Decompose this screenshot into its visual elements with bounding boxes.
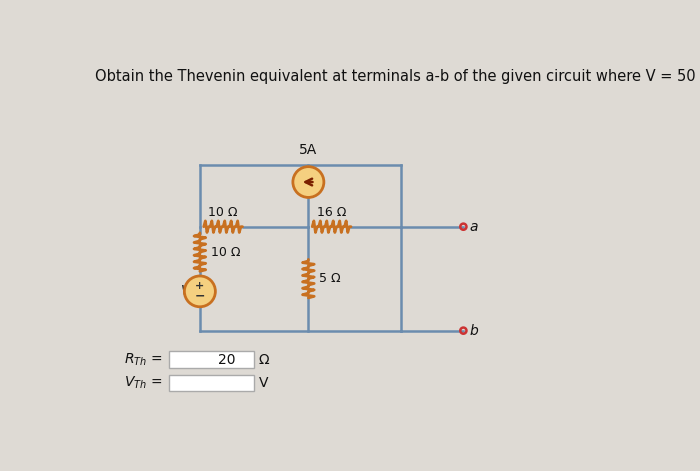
Text: 5A: 5A: [300, 143, 318, 157]
Text: a: a: [470, 219, 478, 234]
Text: −: −: [195, 290, 205, 303]
Text: Obtain the Thevenin equivalent at terminals a-b of the given circuit where V = 5: Obtain the Thevenin equivalent at termin…: [95, 69, 700, 84]
FancyBboxPatch shape: [169, 351, 254, 368]
Text: Ω: Ω: [259, 353, 270, 367]
Text: $V_{Th}$ =: $V_{Th}$ =: [124, 375, 162, 391]
Circle shape: [293, 167, 324, 197]
Text: 20: 20: [218, 353, 235, 367]
Text: $R_{Th}$ =: $R_{Th}$ =: [124, 352, 162, 368]
Text: V: V: [259, 376, 268, 390]
Text: 16 Ω: 16 Ω: [317, 206, 346, 219]
Text: b: b: [470, 324, 478, 338]
FancyBboxPatch shape: [169, 374, 254, 391]
Text: V: V: [181, 284, 190, 298]
Circle shape: [184, 276, 216, 307]
Text: 10 Ω: 10 Ω: [211, 245, 240, 259]
Text: 5 Ω: 5 Ω: [319, 272, 341, 285]
Text: +: +: [195, 281, 204, 291]
Text: 10 Ω: 10 Ω: [209, 206, 238, 219]
